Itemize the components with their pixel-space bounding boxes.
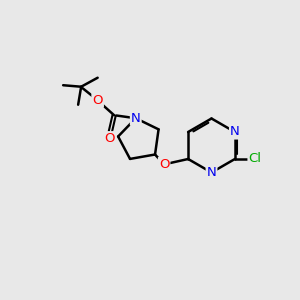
Text: N: N [131, 112, 141, 125]
Text: O: O [92, 94, 103, 107]
Text: N: N [230, 125, 240, 139]
Text: Cl: Cl [248, 152, 262, 166]
Text: O: O [104, 132, 115, 145]
Text: O: O [159, 158, 169, 171]
Text: N: N [207, 166, 216, 179]
